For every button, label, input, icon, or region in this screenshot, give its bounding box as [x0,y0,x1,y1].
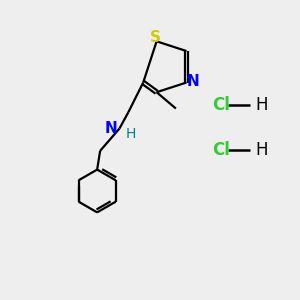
Text: Cl: Cl [212,96,230,114]
Text: Cl: Cl [212,141,230,159]
Text: H: H [125,127,136,141]
Text: S: S [150,30,160,45]
Text: N: N [104,121,117,136]
Text: H: H [256,96,268,114]
Text: N: N [187,74,200,88]
Text: H: H [256,141,268,159]
